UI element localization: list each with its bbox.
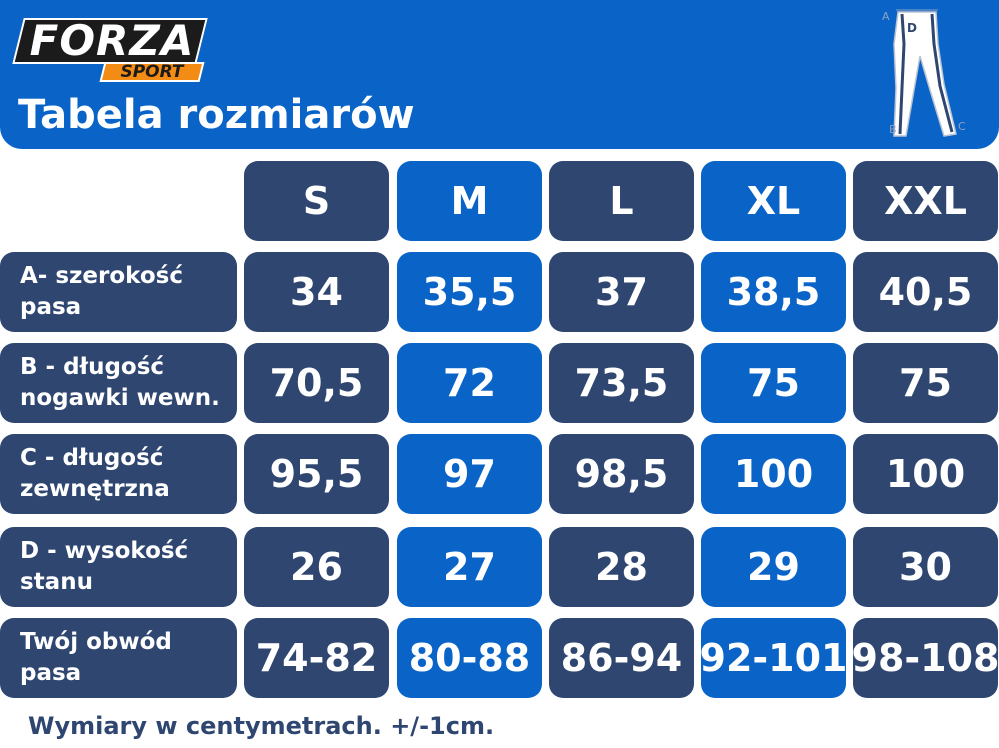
value-cell: 30: [853, 527, 998, 607]
value-cell: 27: [397, 527, 542, 607]
value-cell: 100: [701, 434, 846, 514]
value-cell: 74-82: [244, 618, 389, 698]
value-cell: 97: [397, 434, 542, 514]
diagram-label-a: A: [882, 10, 890, 23]
diagram-label-d: D: [907, 21, 917, 35]
value-cell: 75: [853, 343, 998, 423]
value-cell: 37: [549, 252, 694, 332]
logo-brand-name: FORZA: [29, 16, 195, 65]
value-cell: 95,5: [244, 434, 389, 514]
value-cell: 70,5: [244, 343, 389, 423]
size-header-xxl: XXL: [853, 161, 998, 241]
value-cell: 75: [701, 343, 846, 423]
header-banner: FORZA SPORT Tabela rozmiarów A D B C: [0, 0, 999, 149]
value-cell: 73,5: [549, 343, 694, 423]
value-cell: 80-88: [397, 618, 542, 698]
value-cell: 98-108: [852, 618, 999, 698]
size-header-s: S: [244, 161, 389, 241]
value-cell: 35,5: [397, 252, 542, 332]
value-cell: 100: [853, 434, 998, 514]
row-label-waist-width: A- szerokość pasa: [0, 252, 237, 332]
size-header-m: M: [397, 161, 542, 241]
value-cell: 40,5: [853, 252, 998, 332]
value-cell: 86-94: [549, 618, 694, 698]
value-cell: 29: [701, 527, 846, 607]
value-cell: 72: [397, 343, 542, 423]
row-label-rise-height: D - wysokość stanu: [0, 527, 237, 607]
page-title: Tabela rozmiarów: [18, 92, 415, 138]
row-label-outer-length: C - długość zewnętrzna: [0, 434, 237, 514]
diagram-label-b: B: [889, 123, 897, 136]
diagram-label-c: C: [958, 120, 966, 133]
row-label-inseam-length: B - długość nogawki wewn.: [0, 343, 237, 423]
value-cell: 26: [244, 527, 389, 607]
value-cell: 34: [244, 252, 389, 332]
size-header-l: L: [549, 161, 694, 241]
value-cell: 92-101: [700, 618, 848, 698]
footer-note: Wymiary w centymetrach. +/-1cm.: [28, 712, 495, 740]
size-header-xl: XL: [701, 161, 846, 241]
value-cell: 38,5: [701, 252, 846, 332]
value-cell: 98,5: [549, 434, 694, 514]
pants-diagram-icon: A D B C: [882, 9, 966, 137]
value-cell: 28: [549, 527, 694, 607]
forza-sport-logo: FORZA SPORT: [12, 16, 208, 84]
row-label-your-waist: Twój obwód pasa: [0, 618, 237, 698]
logo-brand-sub: SPORT: [120, 62, 184, 82]
